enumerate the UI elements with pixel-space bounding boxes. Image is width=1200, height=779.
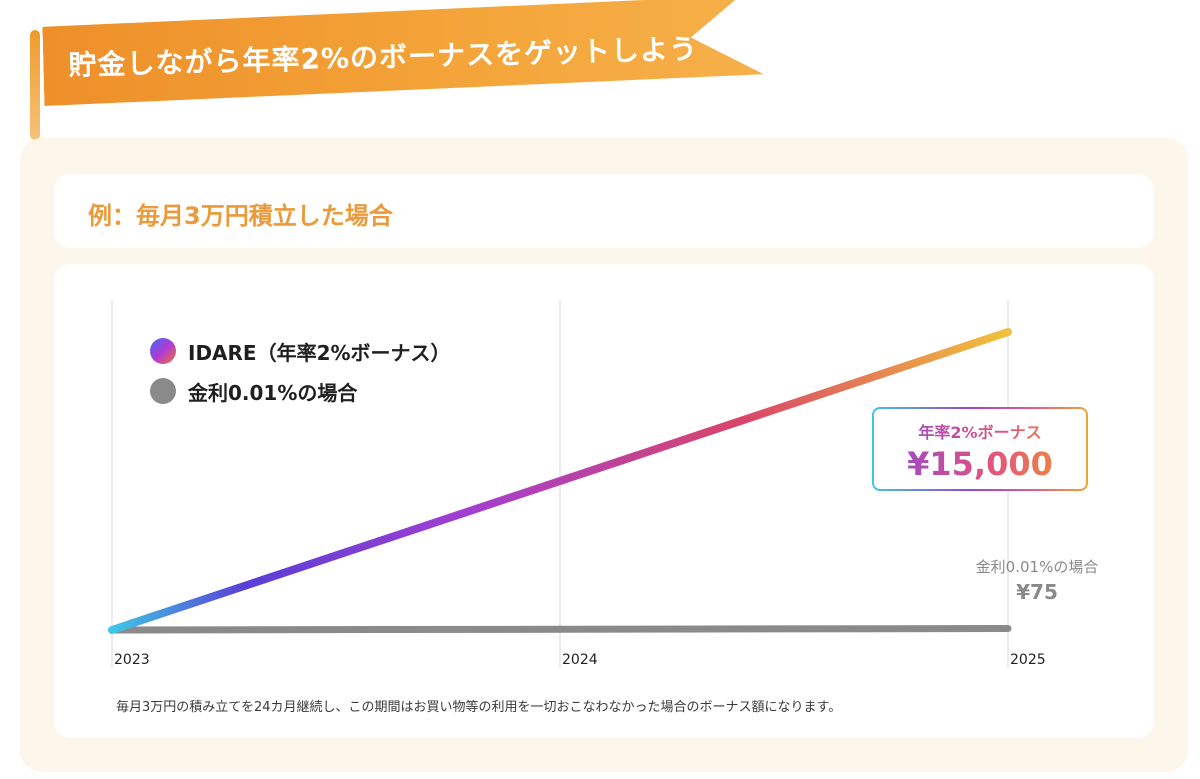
legend-item-idare: IDARE（年率2%ボーナス）: [150, 338, 451, 365]
chart-legend: IDARE（年率2%ボーナス） 金利0.01%の場合: [150, 338, 451, 418]
legend-label-interest: 金利0.01%の場合: [188, 380, 358, 405]
example-card: 例：毎月3万円積立した場合: [54, 174, 1154, 248]
x-tick-label: 2024: [562, 652, 598, 668]
footnote: 毎月3万円の積み立てを24カ月継続し、この期間はお買い物等の利用を一切おこなわな…: [116, 700, 842, 715]
interest-callout-label: 金利0.01%の場合: [975, 558, 1099, 576]
series-line-idare: [108, 328, 1012, 634]
series-line-interest: [108, 625, 1012, 634]
gradient-dot-icon: [150, 338, 176, 364]
x-tick-label: 2025: [1010, 652, 1046, 668]
x-tick-label: 2023: [114, 652, 150, 668]
bonus-callout-value: ¥15,000: [874, 445, 1086, 483]
bonus-callout: 年率2%ボーナス ¥15,000: [872, 407, 1088, 491]
legend-label-idare: IDARE（年率2%ボーナス）: [188, 340, 451, 365]
interest-callout-value: ¥75: [1016, 580, 1058, 604]
example-heading: 例：毎月3万円積立した場合: [88, 202, 393, 230]
gray-dot-icon: [150, 378, 176, 404]
bonus-callout-label: 年率2%ボーナス: [874, 419, 1086, 443]
banner-pole: [30, 30, 40, 140]
legend-item-interest: 金利0.01%の場合: [150, 378, 451, 405]
